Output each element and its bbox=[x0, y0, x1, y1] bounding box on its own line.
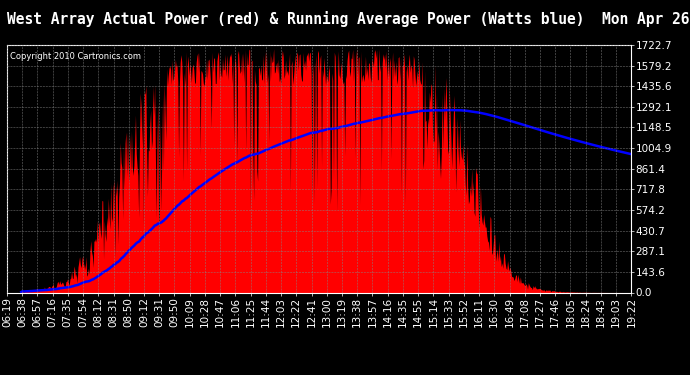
Text: West Array Actual Power (red) & Running Average Power (Watts blue)  Mon Apr 26 1: West Array Actual Power (red) & Running … bbox=[7, 11, 690, 27]
Text: Copyright 2010 Cartronics.com: Copyright 2010 Cartronics.com bbox=[10, 53, 141, 62]
